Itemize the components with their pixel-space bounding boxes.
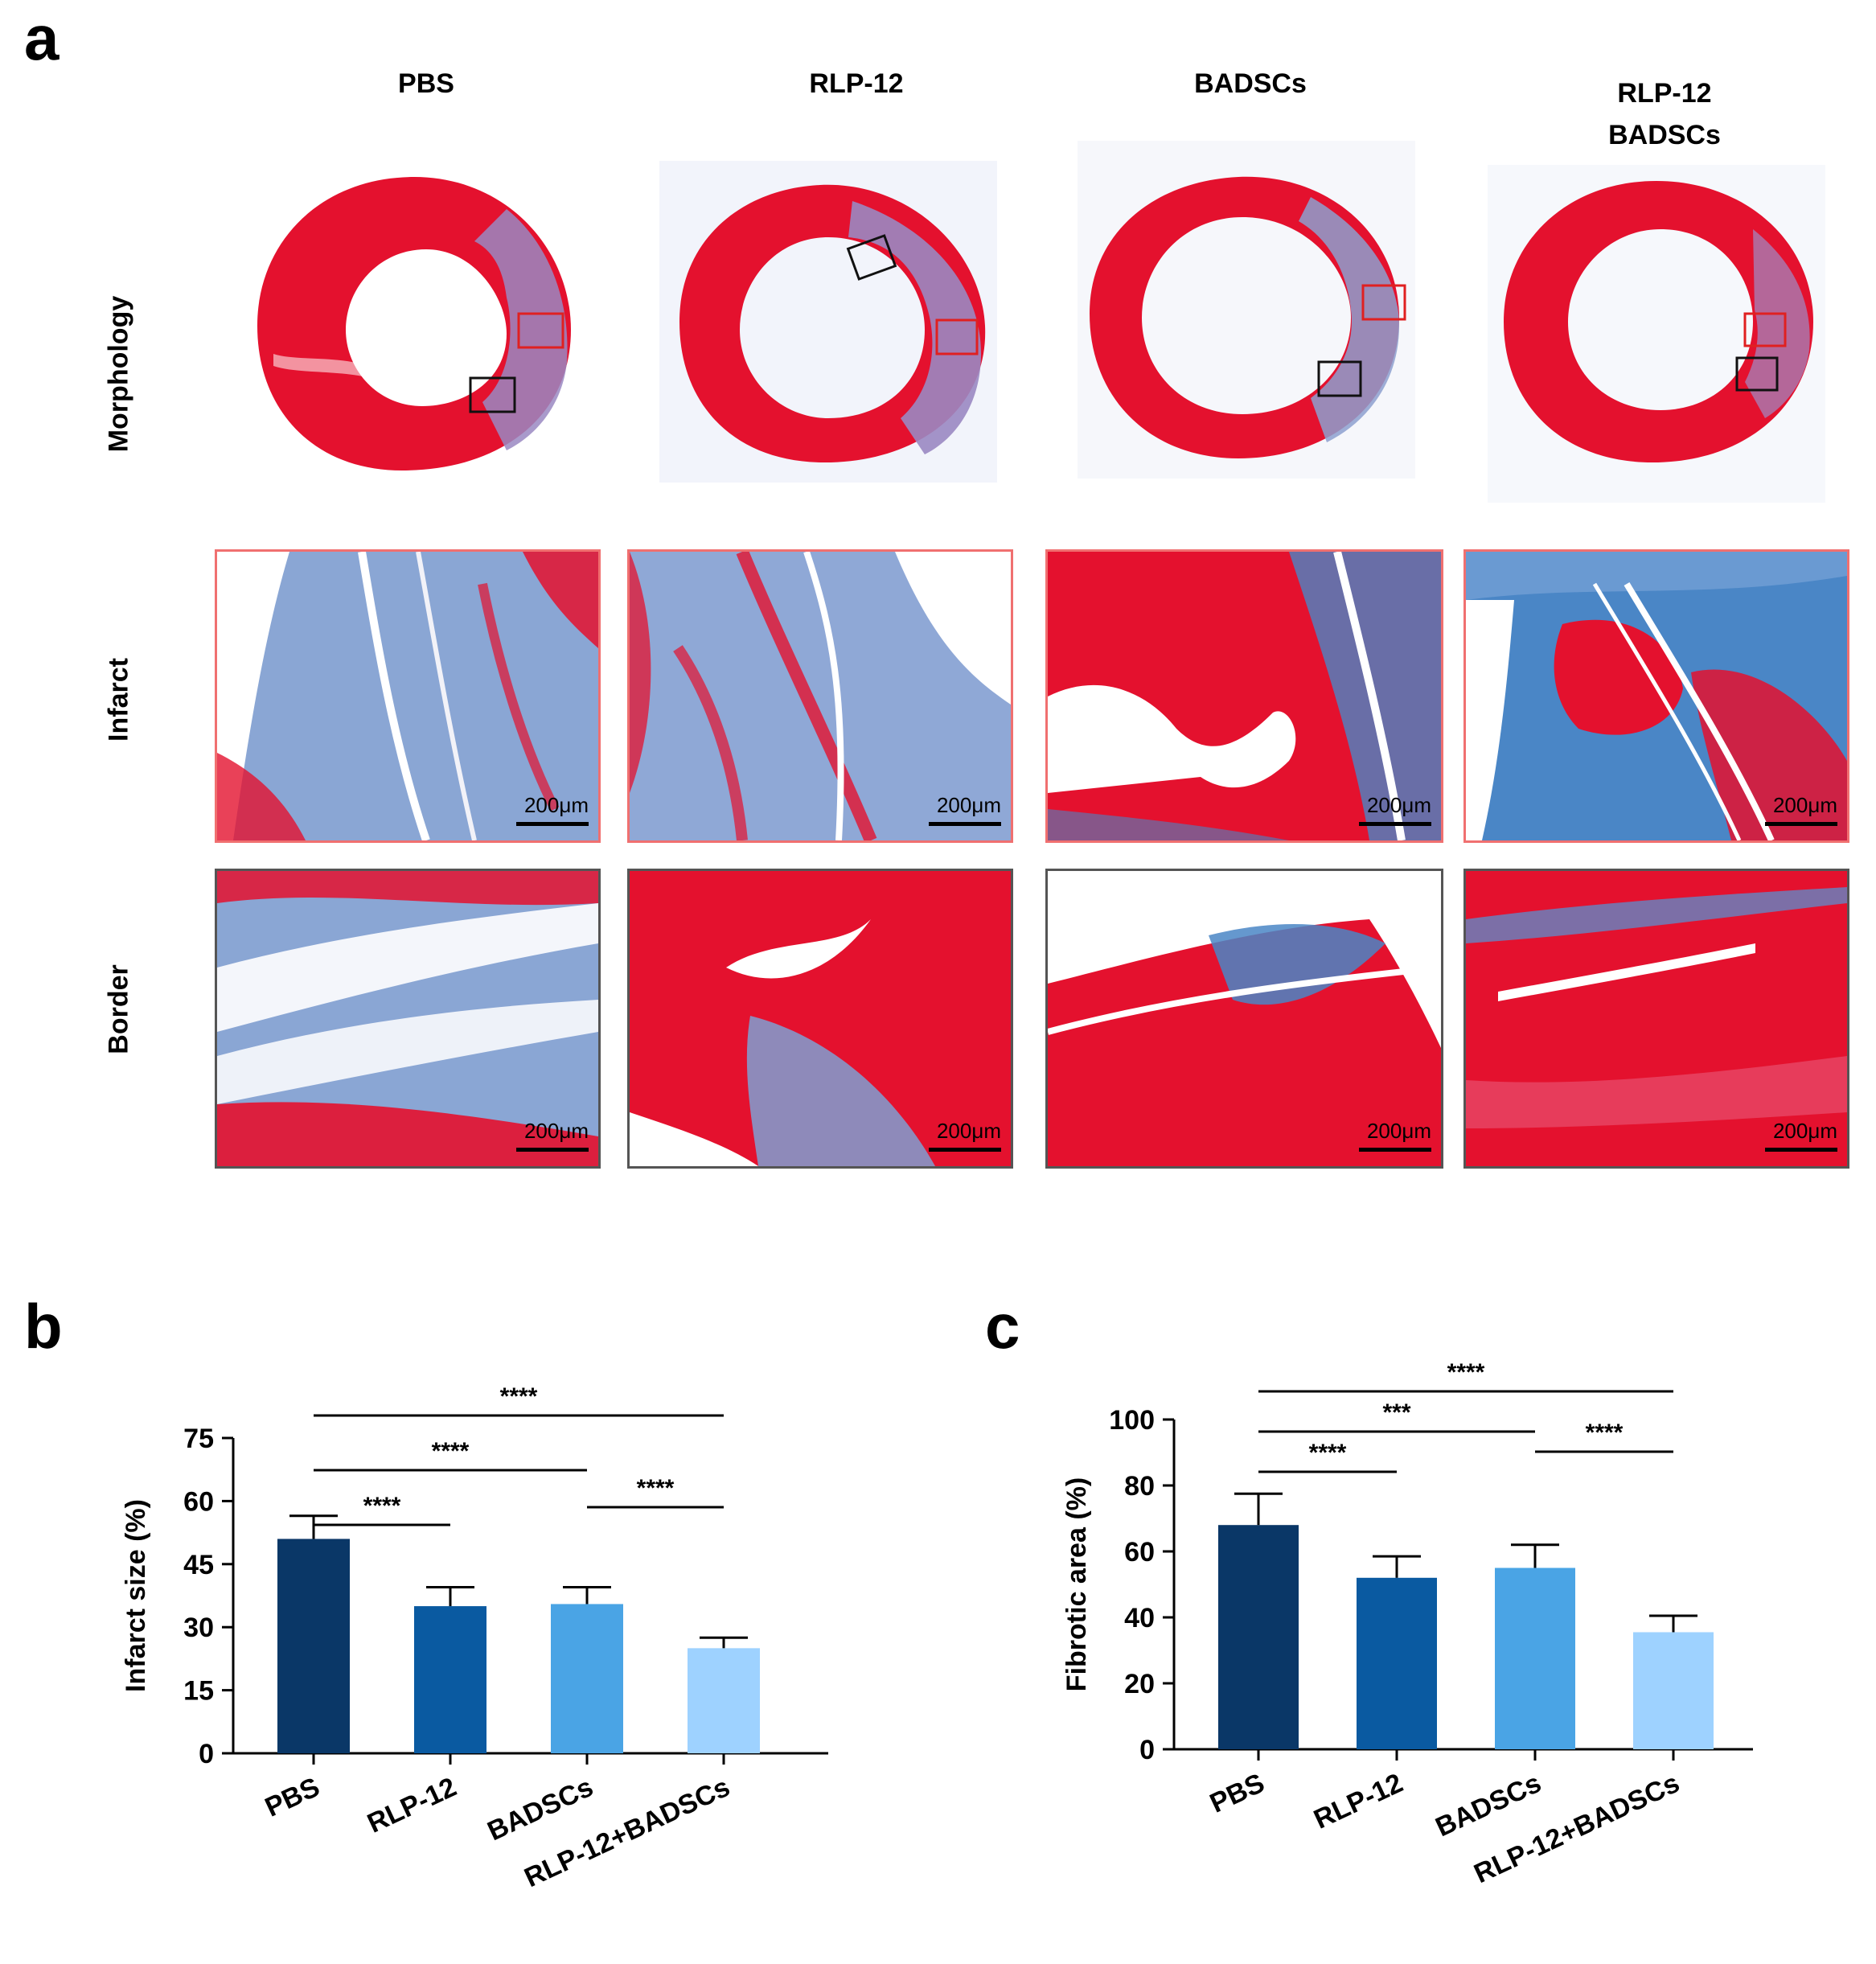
y-tick-label: 30 [183, 1613, 214, 1643]
y-tick-label: 75 [183, 1424, 214, 1454]
scale-bar [1765, 822, 1837, 826]
morphology-image-rlp12-badscs [1488, 165, 1825, 503]
bar [551, 1604, 623, 1753]
border-image-pbs: 200μm [215, 869, 601, 1169]
scale-bar [929, 822, 1001, 826]
y-tick-label: 100 [1109, 1405, 1155, 1436]
x-tick-label: PBS [1205, 1768, 1269, 1819]
y-tick-label: 20 [1124, 1669, 1155, 1699]
scale-label: 200μm [1772, 793, 1837, 817]
bar [1218, 1525, 1299, 1749]
column-header-pbs: PBS [398, 68, 454, 99]
significance-label: *** [1382, 1399, 1410, 1426]
column-header-rlp12-badscs: RLP-12 BADSCs [1608, 78, 1721, 150]
scale-bar [516, 1148, 589, 1152]
significance-label: **** [1586, 1420, 1624, 1446]
y-tick-label: 15 [183, 1676, 214, 1707]
infarct-image-rlp12-badscs: 200μm [1463, 549, 1849, 843]
morphology-image-badscs [1078, 141, 1415, 479]
row-label-morphology: Morphology [103, 295, 134, 453]
y-tick-label: 0 [199, 1739, 214, 1769]
scale-bar [929, 1148, 1001, 1152]
significance-label: **** [637, 1475, 675, 1502]
border-image-rlp12-badscs: 200μm [1463, 869, 1849, 1169]
scale-label: 200μm [1366, 1119, 1431, 1143]
scale-label: 200μm [523, 1119, 589, 1143]
infarct-image-pbs: 200μm [215, 549, 601, 843]
row-label-border: Border [103, 964, 134, 1054]
infarct-image-badscs: 200μm [1045, 549, 1443, 843]
significance-label: **** [500, 1383, 538, 1410]
scale-label: 200μm [936, 1119, 1001, 1143]
bar [414, 1606, 486, 1753]
significance-label: **** [363, 1493, 401, 1519]
scale-bar [1359, 822, 1431, 826]
x-tick-label: BADSCs [1431, 1768, 1546, 1843]
significance-label: **** [432, 1438, 470, 1465]
bar [277, 1539, 350, 1753]
y-tick-label: 80 [1124, 1471, 1155, 1502]
row-label-infarct: Infarct [103, 658, 134, 742]
panel-c-letter: c [985, 1291, 1020, 1362]
y-tick-label: 0 [1139, 1735, 1155, 1765]
column-header-rlp12: RLP-12 [809, 68, 904, 99]
bar [1495, 1568, 1575, 1749]
infarct-image-rlp12: 200μm [627, 549, 1013, 843]
y-axis-label: Fibrotic area (%) [1061, 1477, 1092, 1691]
bar [688, 1648, 760, 1753]
column-header-badscs: BADSCs [1194, 68, 1307, 99]
y-tick-label: 60 [183, 1486, 214, 1517]
infarct-size-chart: 0 15 30 45 60 75 Infarct size (%) PBS RLP-12 BADS… [121, 1383, 828, 1893]
scale-bar [1359, 1148, 1431, 1152]
border-image-rlp12: 200μm [627, 869, 1013, 1169]
fibrotic-area-chart: 0 20 40 60 80 100 Fibrotic area (%) PBS RLP-12 BA… [1061, 1359, 1753, 1889]
bar [1633, 1632, 1714, 1749]
y-tick-label: 40 [1124, 1603, 1155, 1633]
scale-label: 200μm [936, 793, 1001, 817]
scale-label: 200μm [1772, 1119, 1837, 1143]
morphology-image-pbs [257, 177, 571, 470]
scale-label: 200μm [523, 793, 589, 817]
morphology-image-rlp12 [659, 161, 997, 483]
scale-label: 200μm [1366, 793, 1431, 817]
border-image-badscs: 200μm [1045, 869, 1443, 1169]
x-tick-label: RLP-12 [1309, 1768, 1407, 1835]
y-tick-label: 60 [1124, 1537, 1155, 1568]
x-tick-label: RLP-12 [363, 1772, 461, 1839]
x-tick-label: PBS [261, 1772, 324, 1823]
significance-label: **** [1309, 1440, 1347, 1466]
y-tick-label: 45 [183, 1550, 214, 1580]
bar [1357, 1577, 1437, 1749]
significance-label: **** [1447, 1359, 1485, 1386]
scale-bar [516, 822, 589, 826]
panel-b-letter: b [24, 1291, 63, 1362]
scale-bar [1765, 1148, 1837, 1152]
x-tick-label: BADSCs [483, 1772, 598, 1847]
y-axis-label: Infarct size (%) [121, 1499, 151, 1692]
panel-a-letter: a [24, 2, 60, 73]
